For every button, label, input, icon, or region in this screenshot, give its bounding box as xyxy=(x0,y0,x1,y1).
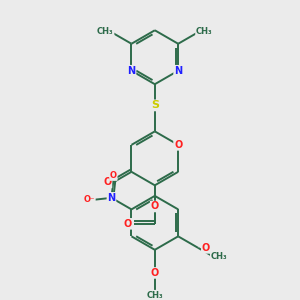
Text: CH₃: CH₃ xyxy=(97,27,114,36)
Text: N: N xyxy=(128,66,136,76)
Text: O: O xyxy=(124,219,132,229)
Text: CH₃: CH₃ xyxy=(146,291,163,300)
Text: CH₃: CH₃ xyxy=(196,27,212,36)
Text: N: N xyxy=(107,193,116,203)
Text: O: O xyxy=(151,202,159,212)
Text: O⁻: O⁻ xyxy=(84,195,95,204)
Text: O: O xyxy=(103,177,112,188)
Text: CH₃: CH₃ xyxy=(211,252,227,261)
Text: O: O xyxy=(202,243,210,253)
Text: S: S xyxy=(151,100,159,110)
Text: O: O xyxy=(174,140,182,150)
Text: O: O xyxy=(151,268,159,278)
Text: N: N xyxy=(174,66,182,76)
Text: O: O xyxy=(110,171,117,180)
